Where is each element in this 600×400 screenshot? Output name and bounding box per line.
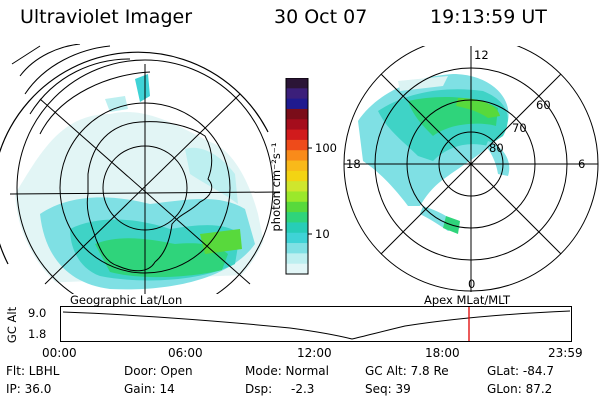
status-dsp-label: Dsp:	[245, 382, 273, 396]
colorbar-swatch	[286, 150, 308, 162]
colorbar-swatch	[286, 212, 308, 223]
colorbar-swatch	[286, 170, 308, 182]
apex-caption: Apex MLat/MLT	[424, 293, 511, 307]
altitude-xtick-2359: 23:59	[548, 346, 583, 360]
colorbar-swatch	[286, 129, 308, 141]
status-ip: IP: 36.0	[6, 382, 52, 396]
altitude-xtick-0000: 00:00	[42, 346, 77, 360]
mlat-label-70: 70	[512, 121, 527, 135]
status-gain: Gain: 14	[124, 382, 175, 396]
altitude-plot	[60, 306, 572, 342]
colorbar-swatches	[286, 78, 308, 275]
magnetic-map	[343, 46, 599, 292]
instrument-title: Ultraviolet Imager	[20, 6, 193, 28]
status-gc-alt: GC Alt: 7.8 Re	[365, 364, 449, 378]
colorbar-swatch	[286, 253, 308, 265]
colorbar-swatch	[286, 232, 308, 244]
altitude-ytick-9: 9.0	[28, 306, 47, 320]
colorbar	[285, 78, 312, 275]
colorbar-tick-100: 100	[315, 141, 337, 155]
mlat-label-60: 60	[536, 98, 551, 112]
status-glon: GLon: 87.2	[487, 382, 553, 396]
mlt-label-18: 18	[346, 157, 361, 171]
colorbar-swatch	[286, 243, 308, 254]
status-filter: Flt: LBHL	[6, 364, 60, 378]
colorbar-swatch	[286, 201, 308, 213]
outer-grid-arcs	[11, 44, 151, 135]
meridian-lines	[9, 64, 281, 294]
colorbar-swatch	[286, 88, 308, 100]
status-door: Door: Open	[124, 364, 193, 378]
colorbar-swatch	[286, 78, 308, 89]
aurora-emission	[15, 74, 270, 290]
aurora-oval	[358, 74, 510, 234]
geographic-caption: Geographic Lat/Lon	[70, 293, 183, 307]
colorbar-swatch	[286, 191, 308, 203]
colorbar-swatch	[286, 181, 308, 192]
colorbar-swatch	[286, 119, 308, 131]
geographic-map	[0, 44, 281, 294]
date-label: 30 Oct 07	[274, 6, 368, 28]
status-dsp-value: -2.3	[291, 382, 315, 396]
colorbar-swatch	[286, 108, 308, 120]
altitude-xtick-0600: 06:00	[168, 346, 203, 360]
colorbar-unit-label: photon cm⁻²s⁻¹	[269, 142, 283, 232]
mlt-label-0: 0	[468, 277, 476, 291]
status-mode: Mode: Normal	[245, 364, 329, 378]
mlt-label-12: 12	[474, 48, 489, 62]
mlt-lines	[344, 46, 598, 292]
colorbar-swatch	[286, 222, 308, 234]
mlat-label-80: 80	[489, 141, 504, 155]
altitude-ylabel: GC Alt	[5, 306, 19, 344]
altitude-ytick-1-8: 1.8	[28, 327, 47, 341]
colorbar-swatch	[286, 263, 308, 275]
altitude-xtick-1800: 18:00	[425, 346, 460, 360]
status-glat: GLat: -84.7	[487, 364, 554, 378]
colorbar-swatch	[286, 139, 308, 151]
status-seq: Seq: 39	[365, 382, 411, 396]
mlt-label-6: 6	[578, 157, 586, 171]
altitude-xtick-1200: 12:00	[297, 346, 332, 360]
colorbar-swatch	[286, 98, 308, 110]
colorbar-tick-10: 10	[315, 227, 330, 241]
time-label: 19:13:59 UT	[430, 6, 547, 28]
colorbar-swatch	[286, 160, 308, 172]
